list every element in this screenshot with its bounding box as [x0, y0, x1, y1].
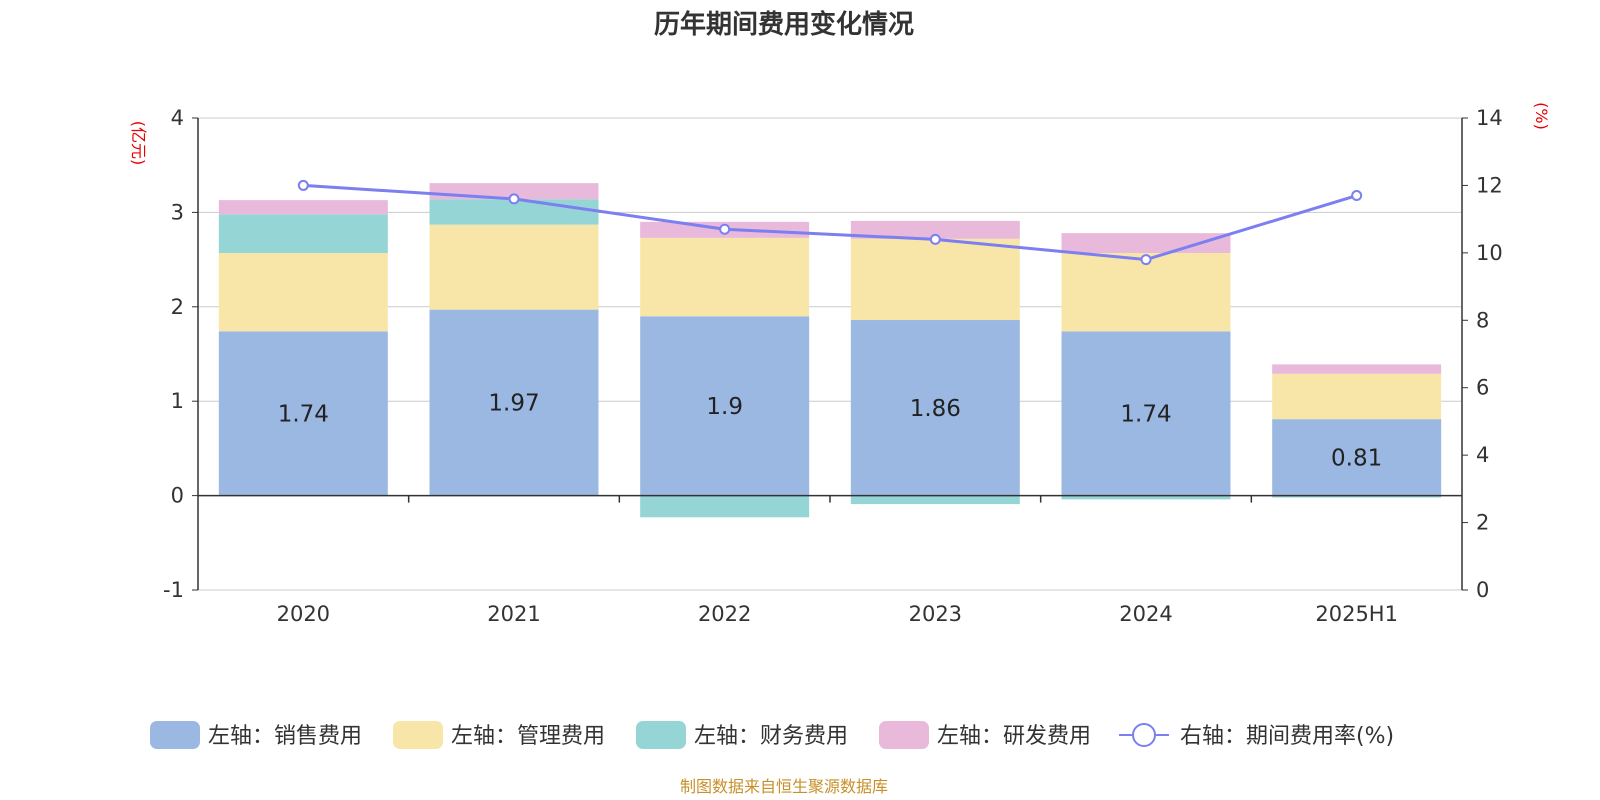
- left-tick-label: 3: [171, 200, 184, 224]
- right-tick-label: 4: [1476, 443, 1489, 467]
- right-tick-label: 2: [1476, 511, 1489, 535]
- legend-swatch: [636, 721, 686, 749]
- data-labels: 1.74 1.97 1.9 1.86 1.74 0.81: [278, 391, 1383, 472]
- legend-swatch: [879, 721, 929, 749]
- left-tick-label: -1: [163, 578, 184, 602]
- right-tick-label: 0: [1476, 578, 1489, 602]
- bar-value-label: 1.74: [278, 401, 329, 427]
- legend-swatch: [393, 721, 443, 749]
- bar-value-label: 0.81: [1331, 445, 1382, 471]
- bar: [429, 224, 599, 310]
- bar: [850, 495, 1020, 505]
- legend-label: 右轴：期间费用率(%): [1180, 724, 1394, 749]
- bar-value-label: 1.86: [910, 396, 961, 422]
- bar: [640, 316, 810, 496]
- rate-line: [297, 179, 1363, 266]
- legend-label: 左轴：销售费用: [208, 724, 362, 749]
- bar: [1061, 495, 1231, 500]
- bar-value-label: 1.74: [1120, 401, 1171, 427]
- chart-title: 历年期间费用变化情况: [654, 9, 914, 40]
- bar: [218, 214, 388, 253]
- rate-point: [508, 193, 520, 205]
- bar-value-label: 1.9: [706, 394, 743, 420]
- bar: [1061, 252, 1231, 332]
- left-tick-label: 0: [171, 484, 184, 508]
- rate-point: [719, 223, 731, 235]
- bar: [1272, 364, 1442, 374]
- bar: [1272, 495, 1442, 498]
- right-tick-label: 6: [1476, 376, 1489, 400]
- bar: [850, 238, 1020, 321]
- legend-line-marker: [1132, 723, 1156, 747]
- bar: [1061, 331, 1231, 496]
- left-axis-unit: (亿元): [129, 121, 148, 166]
- bar: [218, 200, 388, 215]
- right-tick-label: 14: [1476, 106, 1503, 130]
- bar: [1272, 373, 1442, 420]
- rate-line-path: [303, 183, 1358, 262]
- bar: [429, 309, 599, 496]
- category-label: 2020: [277, 602, 330, 626]
- bar: [850, 320, 1020, 496]
- right-tick-label: 12: [1476, 173, 1503, 197]
- bar: [218, 331, 388, 496]
- bar: [1272, 419, 1442, 496]
- category-label: 2024: [1119, 602, 1172, 626]
- left-tick-label: 4: [171, 106, 184, 130]
- left-tick-label: 1: [171, 389, 184, 413]
- bar-value-label: 1.97: [488, 391, 539, 417]
- left-tick-label: 2: [171, 295, 184, 319]
- right-tick-label: 10: [1476, 241, 1503, 265]
- category-label: 2025H1: [1315, 602, 1398, 626]
- bar: [850, 220, 1020, 239]
- right-tick-label: 8: [1476, 308, 1489, 332]
- bar: [640, 237, 810, 317]
- legend-label: 左轴：研发费用: [937, 724, 1091, 749]
- category-label: 2022: [698, 602, 751, 626]
- legend-label: 左轴：管理费用: [451, 724, 605, 749]
- legend: 左轴：销售费用 左轴：管理费用 左轴：财务费用 左轴：研发费用 右轴：期间费用率(%): [150, 721, 1394, 749]
- legend-swatch: [150, 721, 200, 749]
- rate-point: [297, 179, 309, 191]
- bar: [218, 252, 388, 332]
- rate-point: [1140, 254, 1152, 266]
- category-label: 2021: [487, 602, 540, 626]
- rate-point: [929, 233, 941, 245]
- category-label: 2023: [909, 602, 962, 626]
- right-axis-unit: (%): [1532, 102, 1551, 130]
- grid-lines: [198, 117, 1462, 591]
- bar: [640, 495, 810, 518]
- legend-label: 左轴：财务费用: [694, 724, 848, 749]
- rate-point: [1351, 190, 1363, 202]
- source-note: 制图数据来自恒生聚源数据库: [680, 777, 888, 796]
